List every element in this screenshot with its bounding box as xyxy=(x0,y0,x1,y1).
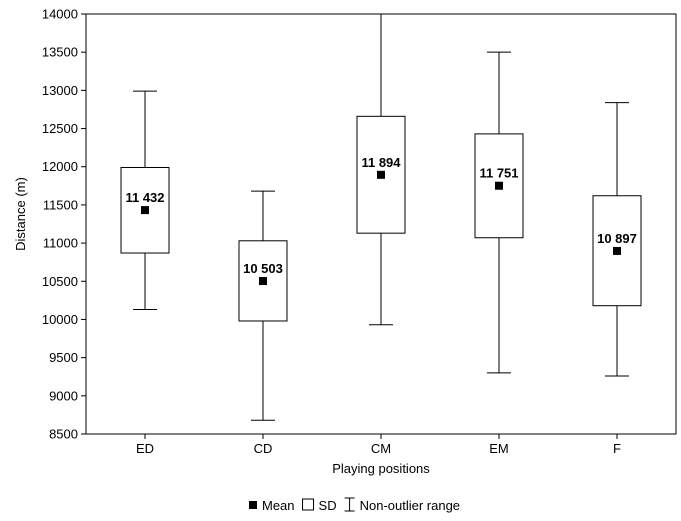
mean-value-label: 11 432 xyxy=(125,190,164,205)
x-tick-label: F xyxy=(613,441,621,456)
mean-value-label: 10 897 xyxy=(597,231,637,246)
y-tick-label: 8500 xyxy=(49,427,78,442)
box-group-f: 10 897 xyxy=(592,102,642,377)
box-group-cm: 11 894 xyxy=(356,13,406,326)
x-axis-title: Playing positions xyxy=(332,461,430,476)
box-group-em: 11 751 xyxy=(474,51,524,374)
mean-marker xyxy=(141,206,149,215)
legend-item-sd: SD xyxy=(302,498,337,513)
legend-label: Mean xyxy=(262,498,295,513)
x-tick-label: CD xyxy=(254,441,273,456)
y-tick-label: 9000 xyxy=(49,388,78,403)
mean-marker xyxy=(377,170,385,179)
y-tick-label: 14000 xyxy=(42,7,78,22)
box-group-ed: 11 432 xyxy=(120,90,170,311)
legend: Mean SD Non-outlier range xyxy=(249,497,460,513)
legend-mean-icon xyxy=(249,501,257,509)
y-tick-label: 10000 xyxy=(42,312,78,327)
legend-item-mean: Mean xyxy=(249,498,295,513)
sd-box xyxy=(474,133,524,239)
mean-marker xyxy=(259,277,267,286)
mean-value-label: 10 503 xyxy=(243,261,283,276)
mean-value-label: 11 894 xyxy=(361,155,401,170)
x-tick-label: CM xyxy=(371,441,391,456)
x-tick-label: EM xyxy=(489,441,509,456)
legend-item-non-outlier-range: Non-outlier range xyxy=(344,497,460,513)
x-axis: ED CD CM EM F xyxy=(136,434,621,456)
y-tick-label: 13000 xyxy=(42,83,78,98)
y-tick-label: 11500 xyxy=(43,197,78,212)
legend-label: Non-outlier range xyxy=(360,498,460,513)
y-axis: 8500 9000 9500 10000 10500 11000 11500 12000 125… xyxy=(42,7,86,442)
mean-value-label: 11 751 xyxy=(479,166,518,181)
legend-sd-icon xyxy=(302,498,315,511)
y-tick-label: 11000 xyxy=(43,236,78,251)
y-tick-label: 12500 xyxy=(42,121,78,136)
legend-whisker-icon xyxy=(344,497,355,512)
y-axis-title: Distance (m) xyxy=(13,177,28,251)
y-tick-label: 13500 xyxy=(42,45,78,60)
y-tick-label: 10500 xyxy=(42,274,78,289)
y-tick-label: 9500 xyxy=(49,350,78,365)
box-group-cd: 10 503 xyxy=(238,190,288,421)
x-tick-label: ED xyxy=(136,441,154,456)
mean-marker xyxy=(495,181,503,190)
y-tick-label: 12000 xyxy=(42,159,78,174)
box-series: 11 432 10 503 11 894 11 751 10 897 xyxy=(120,13,642,421)
legend-label: SD xyxy=(319,498,337,513)
mean-marker xyxy=(613,246,621,255)
